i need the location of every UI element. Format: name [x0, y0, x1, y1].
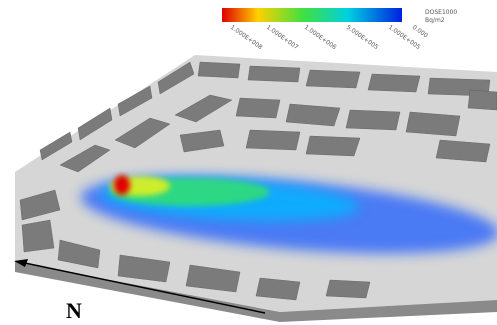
building	[367, 73, 421, 93]
building	[245, 129, 301, 151]
building	[19, 189, 61, 221]
legend-title: DOSE1000	[425, 9, 457, 16]
building	[114, 117, 171, 149]
legend-label: 1.000E+006	[303, 24, 338, 51]
color-bar	[222, 8, 402, 22]
north-arrow	[19, 261, 266, 314]
building	[57, 239, 101, 269]
building	[235, 97, 281, 119]
north-label: N	[66, 298, 82, 323]
legend-label: 1.000E+008	[229, 24, 264, 51]
building	[325, 279, 371, 299]
building	[39, 131, 73, 161]
building	[285, 103, 341, 127]
building	[305, 69, 361, 89]
building	[255, 277, 301, 301]
building	[21, 219, 55, 253]
plume	[80, 175, 497, 254]
buildings	[19, 61, 497, 301]
building	[114, 175, 130, 195]
building	[174, 94, 233, 123]
arrow-head	[14, 259, 28, 267]
ground-edge	[15, 262, 497, 322]
building	[117, 85, 153, 117]
color-legend: 1.000E+008 1.000E+007 1.000E+006 5.000E+…	[222, 8, 457, 51]
building	[435, 139, 491, 163]
legend-label: 1.000E+007	[265, 24, 300, 51]
building	[345, 109, 401, 131]
building	[305, 135, 361, 157]
legend-unit: Bq/m2	[425, 17, 445, 24]
building	[197, 61, 241, 79]
compass: N	[14, 259, 266, 323]
building	[77, 107, 113, 141]
building	[405, 111, 461, 137]
building	[467, 89, 497, 111]
building	[247, 65, 301, 83]
building	[157, 61, 195, 95]
building	[117, 254, 171, 283]
building	[185, 264, 241, 293]
legend-label: 5.000E+005	[345, 24, 380, 51]
building	[179, 129, 225, 153]
legend-label: 0.000	[411, 24, 429, 40]
building	[59, 144, 111, 173]
